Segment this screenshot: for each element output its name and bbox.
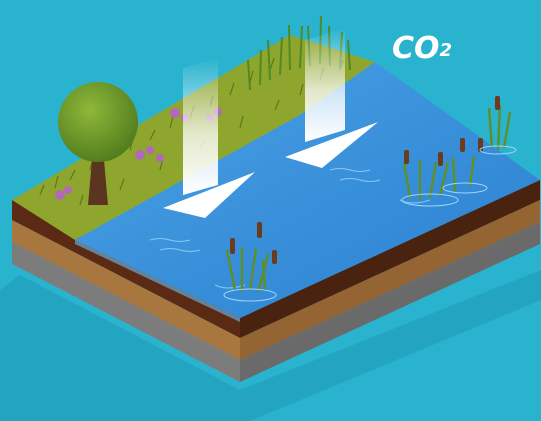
soil-right-face-mid xyxy=(240,200,540,360)
reed-cluster-far-right xyxy=(479,96,517,155)
tree-icon xyxy=(58,82,138,205)
soil-right-face-base xyxy=(240,222,540,382)
soil-left-face-base xyxy=(12,242,240,382)
water-surface xyxy=(75,62,540,318)
soil-block xyxy=(12,180,540,382)
co2-arrow-icon xyxy=(163,28,378,218)
reed-cluster-right xyxy=(401,138,488,207)
co2-arrow-right xyxy=(285,28,378,168)
water-edge-highlight xyxy=(75,240,240,322)
block-shadow xyxy=(0,270,541,421)
soil-left-face-mid xyxy=(12,220,240,360)
soil-right-face-top xyxy=(240,180,540,338)
co2-label: CO2 xyxy=(392,31,452,66)
reed-cluster-front xyxy=(223,222,277,302)
cattail-reed-icon xyxy=(223,96,517,302)
co2-arrow-left xyxy=(163,58,255,218)
co2-label-subscript: 2 xyxy=(440,40,453,61)
co2-label-main: CO xyxy=(392,31,440,66)
